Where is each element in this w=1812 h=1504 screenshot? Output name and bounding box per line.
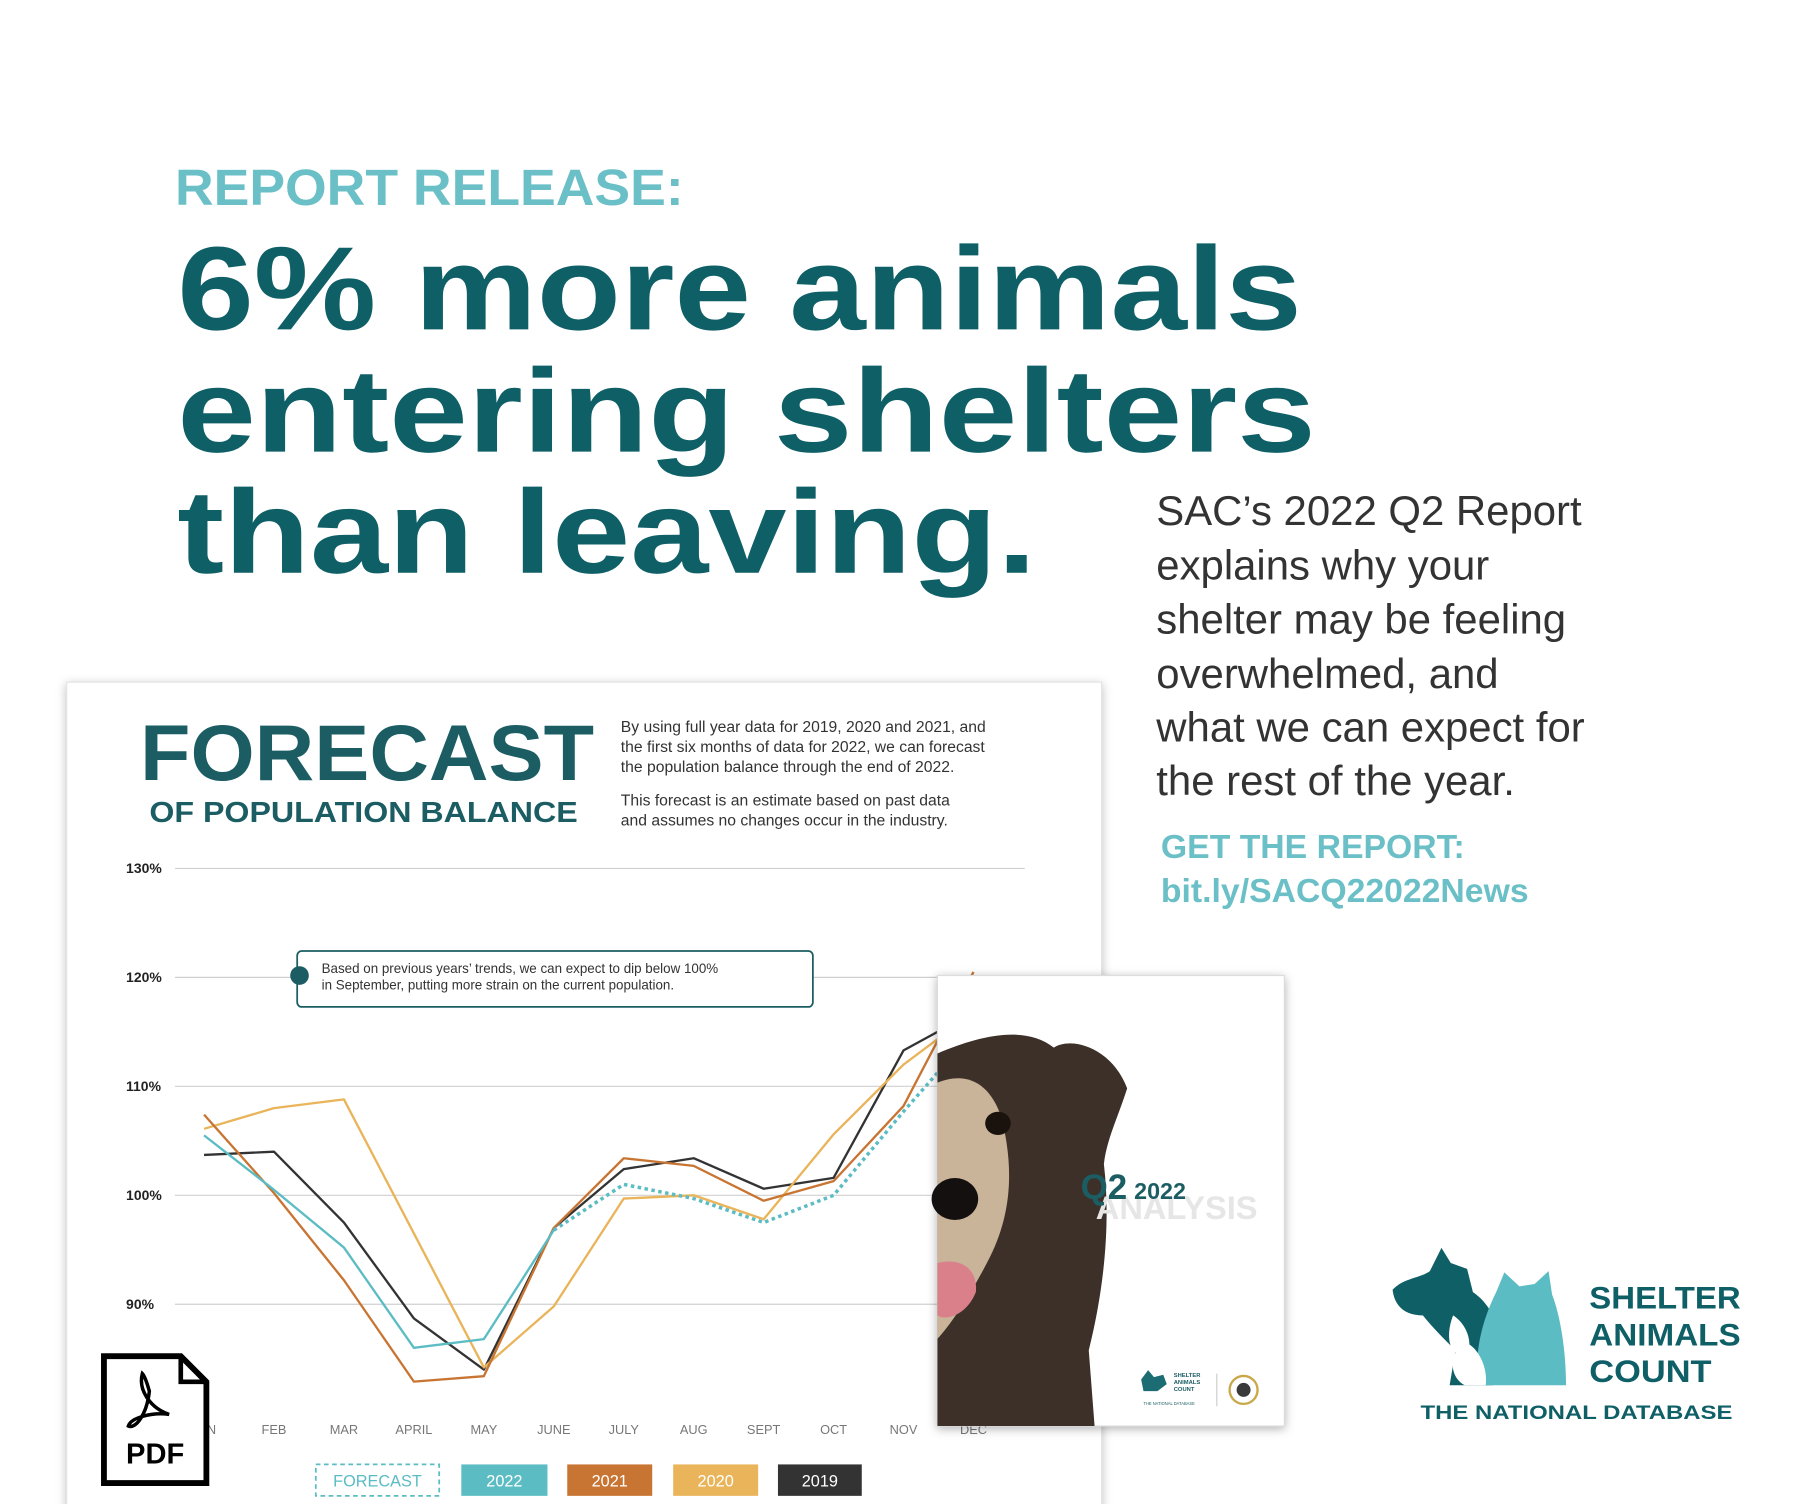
- cover-seal-center: [1236, 1382, 1251, 1397]
- headline: entering shelters: [177, 346, 1315, 478]
- summary-line: overwhelmed, and: [1156, 650, 1498, 697]
- description-line: and assumes no changes occur in the indu…: [621, 812, 948, 829]
- pdf-fold: [178, 1356, 207, 1385]
- headline: 6% more animals: [177, 223, 1302, 355]
- description-line: the first six months of data for 2022, w…: [621, 739, 986, 756]
- summary-line: explains why your: [1156, 542, 1489, 589]
- cover-year: 2022: [1134, 1178, 1186, 1204]
- summary-line: shelter may be feeling: [1156, 595, 1566, 642]
- summary-line: the rest of the year.: [1156, 757, 1515, 804]
- series-line: [203, 971, 975, 1383]
- x-tick-label: NOV: [890, 1422, 918, 1437]
- annotation-line: in September, putting more strain on the…: [322, 977, 674, 992]
- x-tick-label: APRIL: [395, 1422, 432, 1437]
- chart-subtitle: OF POPULATION BALANCE: [149, 797, 577, 829]
- x-tick-label: OCT: [820, 1422, 847, 1437]
- description-line: By using full year data for 2019, 2020 a…: [621, 719, 986, 736]
- chart-title: FORECAST: [140, 708, 594, 797]
- cover-subtitle: ANALYSIS: [1096, 1189, 1258, 1226]
- legend-label: 2019: [802, 1473, 838, 1491]
- x-tick-label: AUG: [680, 1422, 708, 1437]
- summary-line: SAC’s 2022 Q2 Report: [1156, 487, 1582, 534]
- series-line: [204, 1011, 975, 1371]
- cta: GET THE REPORT:: [1161, 828, 1465, 866]
- series-line: [552, 1030, 975, 1232]
- cover-logo-mark: [1141, 1370, 1167, 1392]
- dog-nose: [931, 1178, 979, 1220]
- logo-line: COUNT: [1589, 1354, 1711, 1389]
- y-tick-label: 110%: [126, 1078, 162, 1094]
- dog-tongue: [937, 1261, 977, 1318]
- pdf-page: [101, 1353, 210, 1486]
- x-tick-label: SEPT: [747, 1422, 781, 1437]
- kicker: REPORT RELEASE:: [175, 159, 684, 216]
- legend: FORECAST 2022 2021 2020 2019: [314, 1463, 862, 1497]
- annotation: Based on previous years’ trends, we can …: [290, 950, 814, 1008]
- description-line: the population balance through the end o…: [621, 759, 955, 776]
- logo-rabbit: [1449, 1315, 1487, 1386]
- cover-logo-line: COUNT: [1174, 1387, 1195, 1393]
- x-tick-label: JUNE: [537, 1422, 570, 1437]
- series-line: [203, 1011, 975, 1369]
- series-line: [203, 1134, 555, 1349]
- legend-label: 2022: [486, 1473, 522, 1491]
- legend-label: 2021: [592, 1473, 628, 1491]
- dog-eye: [985, 1111, 1011, 1135]
- x-tick-label: JULY: [609, 1422, 640, 1437]
- description-line: This forecast is an estimate based on pa…: [621, 793, 950, 810]
- logo-cat: [1477, 1271, 1567, 1386]
- logo: SHELTER ANIMALS COUNT THE NATIONAL DATAB…: [1392, 1247, 1741, 1424]
- annotation-dot: [290, 966, 309, 985]
- x-tick-label: FEB: [262, 1422, 287, 1437]
- chart-description: By using full year data for 2019, 2020 a…: [621, 719, 986, 829]
- pdf-symbol: [126, 1370, 170, 1429]
- cover-logo-line: ANIMALS: [1174, 1380, 1201, 1386]
- legend-label: 2020: [698, 1473, 734, 1491]
- logo-line: ANIMALS: [1589, 1318, 1740, 1353]
- y-tick-label: 130%: [126, 860, 162, 876]
- y-tick-label: 120%: [126, 969, 162, 985]
- legend-label: FORECAST: [333, 1473, 422, 1491]
- legend-swatch: [567, 1464, 653, 1496]
- annotation-line: Based on previous years’ trends, we can …: [322, 961, 719, 976]
- report-cover: ANALYSIS Q2 2022 SHELTER ANIMALS COUNT T…: [931, 974, 1285, 1427]
- report-link[interactable]: bit.ly/SACQ22022News: [1161, 872, 1529, 910]
- pdf-icon[interactable]: PDF: [101, 1353, 210, 1486]
- legend-swatch: [777, 1464, 862, 1496]
- legend-swatch: [461, 1464, 548, 1496]
- y-tick-label: 100%: [126, 1187, 162, 1203]
- summary: SAC’s 2022 Q2 Report explains why your s…: [1155, 487, 1584, 804]
- x-tick-label: MAY: [470, 1422, 497, 1437]
- logo-tagline: THE NATIONAL DATABASE: [1421, 1402, 1733, 1424]
- cover-tagline: THE NATIONAL DATABASE: [1143, 1401, 1195, 1406]
- legend-swatch: [673, 1464, 759, 1496]
- cover-logo-line: SHELTER: [1174, 1373, 1201, 1379]
- pdf-label: PDF: [126, 1438, 184, 1470]
- headline: than leaving.: [177, 467, 1036, 599]
- cover-quarter: Q2: [1081, 1168, 1128, 1207]
- y-tick-label: 90%: [126, 1296, 155, 1312]
- legend-swatch: [314, 1463, 441, 1497]
- x-tick-label: MAR: [330, 1422, 358, 1437]
- summary-line: what we can expect for: [1155, 704, 1584, 751]
- logo-line: SHELTER: [1589, 1280, 1741, 1315]
- chart-card: [66, 681, 1103, 1504]
